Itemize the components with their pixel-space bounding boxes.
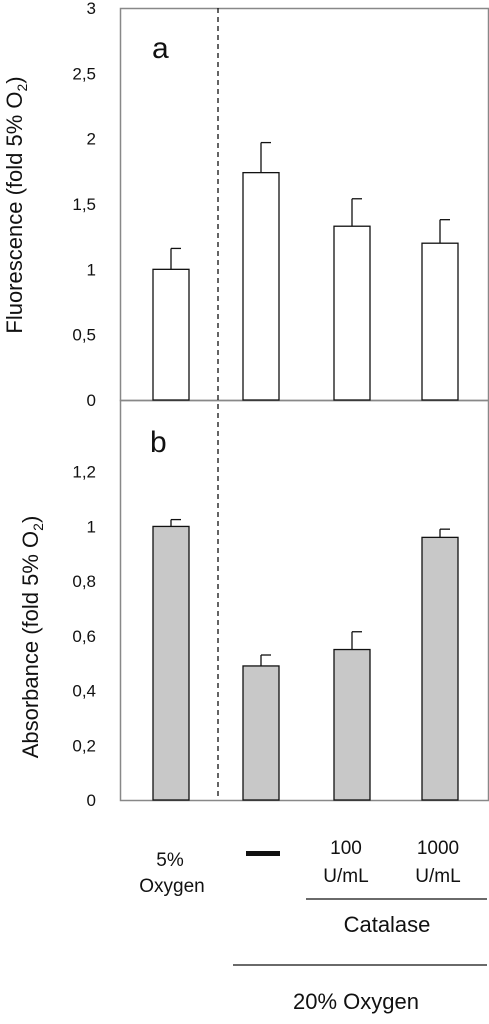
panel-a-ytick-label: 3 — [87, 0, 96, 18]
panel-b-ytick-label: 0,8 — [72, 572, 96, 591]
panel-a-ytick-label: 1 — [87, 260, 96, 279]
panel-a-ylabel-main: Fluorescence (fold 5% O — [2, 92, 27, 334]
x-label-100-line2: U/mL — [323, 866, 368, 887]
panel-a-ytick-label: 2,5 — [72, 64, 96, 83]
panel-a-bar — [333, 225, 371, 401]
panel-b-bar — [333, 648, 371, 801]
panel-a-ytick-label: 0,5 — [72, 326, 96, 345]
panel-a-ytick-label: 0 — [87, 391, 96, 410]
panel-a-label: a — [152, 32, 169, 65]
panel-a-ylabel-sub: 2 — [14, 84, 30, 92]
x-label-dash — [246, 851, 280, 856]
panel-b-ytick-label: 0,2 — [72, 736, 96, 755]
panel-a-bar — [152, 268, 190, 401]
panel-a-bar — [242, 171, 280, 401]
panel-b-label: b — [150, 426, 167, 459]
x-label-1000-line1: 1000 — [417, 838, 459, 859]
panel-a-ytick-label: 1,5 — [72, 195, 96, 214]
panel-b-ytick-label: 1,2 — [72, 463, 96, 482]
panel-b-ytick-label: 0 — [87, 791, 96, 810]
x-label-1000-line2: U/mL — [415, 866, 460, 887]
x-label-5pct-line1: 5% — [156, 850, 184, 871]
panel-b-bar — [421, 536, 459, 801]
panel-a-ytick-label: 2 — [87, 130, 96, 149]
panel-b-ytick-label: 1 — [87, 517, 96, 536]
x-label-100-line1: 100 — [330, 838, 362, 859]
panel-b-bar — [152, 525, 190, 801]
panel-b-ylabel: Absorbance (fold 5% O2) — [18, 516, 46, 759]
panel-b-ylabel-sub: 2 — [30, 523, 46, 531]
panel-a-ylabel: Fluorescence (fold 5% O2) — [2, 76, 30, 333]
panel-b-ylabel-close: ) — [18, 516, 43, 523]
twenty-pct-label: 20% Oxygen — [293, 989, 419, 1014]
panel-a-ylabel-close: ) — [2, 76, 27, 83]
panel-a-bar — [421, 242, 459, 401]
panel-b-ytick-label: 0,4 — [72, 682, 96, 701]
panel-b-bar — [242, 665, 280, 801]
x-label-5pct-line2: Oxygen — [139, 876, 204, 897]
catalase-label: Catalase — [344, 912, 431, 937]
panel-b-ytick-label: 0,6 — [72, 627, 96, 646]
panel-b-ylabel-main: Absorbance (fold 5% O — [18, 531, 43, 758]
